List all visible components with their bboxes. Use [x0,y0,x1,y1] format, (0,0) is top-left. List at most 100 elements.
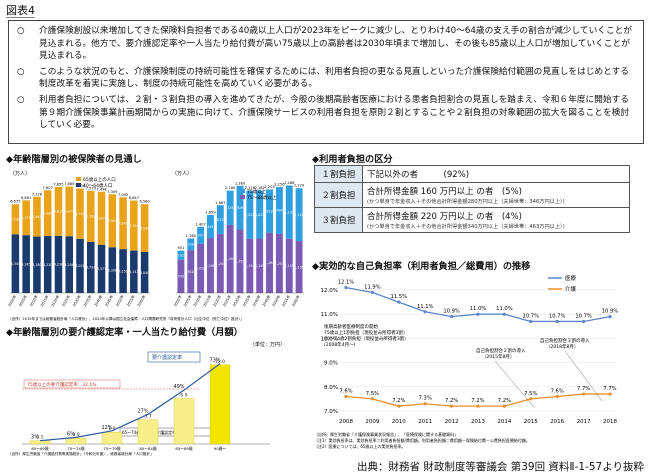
x-tick-label: 2025年 [61,294,72,308]
series-value-label: 7.2% [498,398,511,404]
series-point [476,404,480,408]
bar-value-label: 3,704 [129,224,138,228]
cert-chart: （単位：万円） 75歳以上の要介護認定率：32.1% 要介護認定率 65～74歳… [8,341,285,456]
bar-value-label: 910 [188,270,194,274]
series-value-label: 7.2% [471,398,484,404]
intro-text-3: 利用者負担については、２割・３割負担の導入を進めてきたが、今般の後期高齢者医療に… [39,94,630,131]
bar-value-label: 929 [237,206,243,210]
bar-total-label: 2,288 [284,181,295,185]
cert-benefit-label: 0.9 [72,432,79,438]
series-point [555,394,559,399]
bar-value-label: 1,254 [216,262,225,266]
cert-benefit-label: 1.8 [108,426,115,432]
cert-benefit-bar [101,431,123,445]
series-value-label: 10.7% [549,313,566,319]
bar-value-label: 3,921 [97,217,106,221]
bar-value-label: 3,919 [108,219,117,223]
x-tick-label: 2035年 [82,294,93,308]
bar-75to84 [197,243,205,293]
bar-85plus [236,185,244,230]
x-tick-label: 2016 [550,419,564,425]
bar-75to84 [285,238,293,293]
population-heading: ◆年齢階層別の被保険者の見通し [6,154,142,165]
bar-65plus [22,200,30,236]
series-point [450,315,454,319]
cert-avg-label: 75歳以上の要介護認定率：32.1% [27,381,97,388]
bar-total-label: 901 [177,246,184,250]
x-tick-label: 2008 [339,419,353,425]
bar-40to64 [65,236,73,293]
bar-40to64 [33,236,41,293]
bar-total-label: 7,092 [118,193,128,197]
series-value-label: 10.7% [523,313,540,319]
bar-65plus [130,200,138,251]
intro-text-2: このような状況のもと、介護保険制度の持続可能性を確保するためには、利用者負担の更… [39,66,629,90]
bar-value-label: 4,018 [75,264,84,268]
series-value-label: 7.2% [445,398,458,404]
bar-value-label: 1,351 [235,260,244,264]
cert-rate-label: 3% [31,435,39,441]
y-tick-label: 9.0% [324,361,338,367]
cert-benefit-bar [209,364,231,445]
bar-75to84 [216,234,224,293]
burden-desc-3: 合計所得金額 220 万円以上 の者 (4%) (かつ単身で年金収入＋その他合計所… [362,207,630,233]
series-value-label: 7.6% [339,388,352,394]
intro-box: ○ 介護保険創設以来増加してきた保険料負担者である40歳以上人口が2023年をピ… [8,20,644,144]
bar-value-label: 729 [227,206,233,210]
x-tick-label: 2014 [497,419,511,425]
series-point [529,319,533,324]
x-tick-label: 2015年 [202,294,213,308]
effective-lines: 12.1% 11.9% 11.5% 11.1% 10.9% 11.0% 11.0% 10.7%… [338,280,619,408]
bar-value-label: 4,180 [32,263,41,267]
x-tick-label: 2000年 [172,294,183,308]
x-tick-label: 2040年 [93,294,104,308]
bar-total-label: 7,885 [64,182,74,186]
cert-rate-line [39,363,221,442]
burden-desc-1: 下記以外の者 (92%) [362,165,630,183]
x-tick-label: 2050年 [271,294,282,308]
x-tick-label: 2045年 [261,294,272,308]
pop-left-bars: 4,345 2,230 6,575 2000年 4,285 2,576 6,861 2005年… [7,182,151,307]
burden-level-3: ３割負担 [314,207,363,233]
x-tick-label: 2060年 [136,294,147,308]
cert-footnote: （出所）厚生労働省「介護給付費等実態統計」（令和元年度）、総務省統計局「人口推計… [8,451,154,456]
series-value-label: 7.7% [603,386,616,392]
series-value-label: 11.9% [364,284,381,290]
bar-value-label: 3,040 [140,271,149,275]
bar-85plus [187,238,195,251]
bar-total-label: 7,607 [43,186,53,190]
effective-axes: 7.0% 8.0% 9.0% 10.0% 11.0% 12.0% 2008 2009 2010 2… [321,288,618,425]
x-tick-label: 2050年 [114,294,125,308]
series-value-label: 10.9% [602,309,619,315]
bar-75to84 [226,224,234,293]
bar-value-label: 3,782 [86,215,95,219]
bar-value-label: 3,577 [97,267,106,271]
bar-85plus [285,185,293,239]
bar-85plus [275,186,283,234]
bar-total-label: 1,659 [205,211,216,215]
cert-benefit-label: 6.9 [180,392,187,398]
series-point [397,404,401,408]
bar-value-label: 1,154 [245,264,254,268]
bar-value-label: 3,390 [108,268,117,272]
bar-65plus [54,186,63,236]
pop-left-unit: （万人） [10,171,30,177]
note-7: （2018年8月） [546,343,578,350]
bar-85plus [295,188,303,242]
x-tick-label: 2045年 [104,294,115,308]
bar-75to84 [256,238,264,293]
eff-footnote-0: （出所）厚生労働省「介護保険事業状況報告」、「医療保険に関する基礎資料」 [314,431,458,437]
bar-75to84 [207,238,214,293]
bar-85plus [246,190,254,239]
x-tick-label: 2060年 [290,294,301,308]
pop-footnote: （出所）2015年までは総務省統計局「人口推計」、2020年以降は国立社会保障・… [8,316,244,321]
bar-total-label: 6,847 [129,196,139,200]
burden-row-1: １割負担 下記以外の者 (92%) [314,165,630,183]
cert-benefit-bar [65,437,87,445]
y-tick-label: 11.0% [321,312,338,318]
bar-value-label: 1,050 [196,267,205,271]
burden-heading: ◆利用者負担の区分 [312,154,393,165]
legend-swatch-40to64 [76,183,81,187]
bar-75to84 [187,250,195,293]
bar-value-label: 613 [217,218,223,222]
